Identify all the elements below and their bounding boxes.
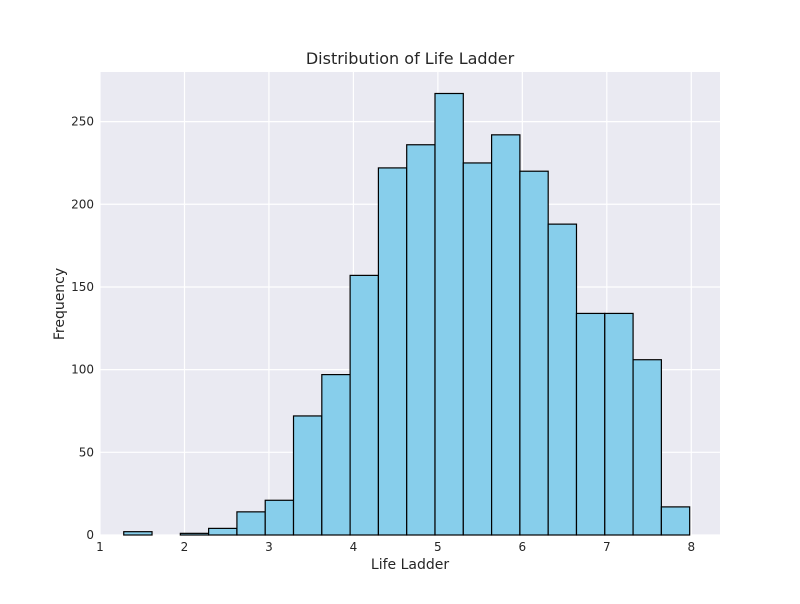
histogram-bar <box>519 170 549 536</box>
y-tick-label: 200 <box>71 197 94 211</box>
bars-layer <box>123 92 691 536</box>
histogram-bar <box>632 359 662 536</box>
histogram-bar <box>575 312 606 536</box>
y-tick-label: 150 <box>71 280 94 294</box>
histogram-bar <box>123 531 153 536</box>
histogram-bar <box>208 527 238 536</box>
histogram-bar <box>264 499 295 536</box>
y-tick-labels: 0 50 100 150 200 250 <box>71 115 94 542</box>
x-tick-label: 3 <box>265 540 273 554</box>
histogram-bar <box>179 532 210 536</box>
histogram-bar <box>434 92 464 536</box>
y-tick-label: 100 <box>71 363 94 377</box>
y-tick-label: 0 <box>86 528 94 542</box>
x-tick-label: 4 <box>350 540 358 554</box>
x-tick-label: 8 <box>687 540 695 554</box>
x-tick-label: 6 <box>519 540 527 554</box>
histogram-bar <box>321 374 351 536</box>
x-tick-label: 1 <box>96 540 104 554</box>
x-tick-label: 7 <box>603 540 611 554</box>
chart-title: Distribution of Life Ladder <box>306 49 515 68</box>
x-tick-label: 5 <box>434 540 442 554</box>
histogram-bar <box>547 223 578 536</box>
y-tick-label: 250 <box>71 115 94 129</box>
histogram-bar <box>462 162 493 536</box>
histogram-bar <box>604 312 634 536</box>
y-axis-label: Frequency <box>52 268 68 340</box>
y-tick-label: 50 <box>79 445 94 459</box>
x-tick-labels: 1 2 3 4 5 6 7 8 <box>96 540 695 554</box>
x-tick-label: 2 <box>181 540 189 554</box>
histogram-bar <box>490 134 521 536</box>
histogram-bar <box>236 511 266 536</box>
histogram-bar <box>660 506 691 536</box>
histogram-bar <box>377 167 408 536</box>
histogram-bar <box>406 144 436 536</box>
histogram-bar <box>349 274 380 536</box>
x-axis-label: Life Ladder <box>371 557 449 573</box>
histogram-bar <box>292 415 323 536</box>
